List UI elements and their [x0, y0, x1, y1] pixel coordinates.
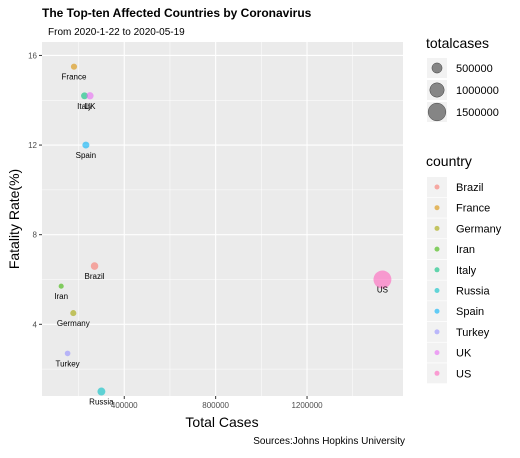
color-legend-label-germany: Germany [456, 223, 502, 235]
point-russia [97, 387, 106, 396]
chart-caption: Sources:Johns Hopkins University [253, 436, 405, 447]
point-label-brazil: Brazil [85, 272, 105, 281]
point-label-italy: Italy [77, 102, 92, 111]
color-legend-swatch-france [434, 205, 440, 211]
color-legend-label-russia: Russia [456, 286, 491, 298]
color-legend-title: country [426, 153, 472, 169]
size-legend-label: 1000000 [456, 85, 499, 97]
size-legend: totalcases 500000 1000000 1500000 [426, 35, 499, 122]
color-legend-label-brazil: Brazil [456, 182, 484, 194]
color-legend-swatch-germany [434, 225, 440, 231]
point-label-uk: UK [84, 102, 96, 111]
point-label-spain: Spain [76, 151, 96, 160]
point-label-turkey: Turkey [56, 359, 80, 368]
grid-minor [42, 42, 403, 396]
chart-title: The Top-ten Affected Countries by Corona… [42, 6, 312, 20]
size-legend-title: totalcases [426, 35, 489, 51]
x-axis-label: Total Cases [185, 414, 258, 430]
point-italy [81, 92, 88, 100]
color-legend-label-uk: UK [456, 348, 472, 360]
x-tick-label: 400000 [111, 401, 138, 410]
x-axis: 400000 800000 1200000 [111, 396, 323, 410]
size-legend-circle [429, 82, 445, 98]
point-brazil [90, 262, 99, 270]
color-legend-swatch-turkey [434, 329, 440, 335]
size-legend-circle [431, 62, 443, 74]
point-label-russia: Russia [89, 398, 114, 407]
color-legend-label-spain: Spain [456, 306, 484, 318]
point-germany [70, 310, 77, 317]
y-axis: 4 8 12 16 [28, 51, 42, 329]
color-legend-swatch-uk [434, 350, 440, 356]
point-us [373, 270, 392, 289]
data-points [58, 63, 392, 396]
size-legend-label: 1500000 [456, 107, 499, 119]
color-legend-swatch-brazil [434, 184, 440, 190]
color-legend-swatch-us [434, 370, 440, 376]
color-legend-swatch-iran [434, 246, 440, 252]
y-tick-label: 8 [33, 231, 38, 240]
point-turkey [64, 350, 71, 357]
point-france [70, 63, 78, 70]
chart-subtitle: From 2020-1-22 to 2020-05-19 [48, 27, 185, 38]
y-tick-label: 4 [33, 320, 38, 329]
x-tick-label: 800000 [202, 401, 229, 410]
point-label-iran: Iran [54, 292, 68, 301]
y-tick-label: 12 [28, 141, 37, 150]
color-legend-label-turkey: Turkey [456, 327, 490, 339]
point-label-us: US [377, 285, 388, 294]
size-legend-key [427, 102, 447, 122]
size-legend-circle [427, 102, 447, 122]
grid-major [42, 42, 403, 396]
size-legend-label: 500000 [456, 63, 493, 75]
color-legend-label-us: US [456, 368, 471, 380]
point-iran [58, 283, 64, 289]
size-legend-key [427, 58, 447, 78]
color-legend: country Brazil France Germany Iran Italy Russ… [426, 153, 502, 384]
color-legend-label-italy: Italy [456, 265, 477, 277]
color-legend-swatch-russia [434, 288, 440, 293]
plot-panel [42, 42, 403, 396]
y-axis-label: Fatality Rate(%) [6, 169, 22, 269]
point-label-france: France [62, 73, 87, 82]
y-tick-label: 16 [28, 51, 37, 60]
point-labels: Brazil France Germany Iran Italy Russia Spain T… [54, 73, 388, 407]
point-spain [82, 141, 90, 149]
point-label-germany: Germany [57, 319, 90, 328]
color-legend-swatch-spain [434, 308, 440, 314]
x-tick-label: 1200000 [291, 401, 323, 410]
color-legend-label-iran: Iran [456, 244, 475, 256]
point-uk [86, 92, 94, 100]
color-legend-swatch-italy [434, 267, 440, 273]
color-legend-label-france: France [456, 203, 490, 215]
